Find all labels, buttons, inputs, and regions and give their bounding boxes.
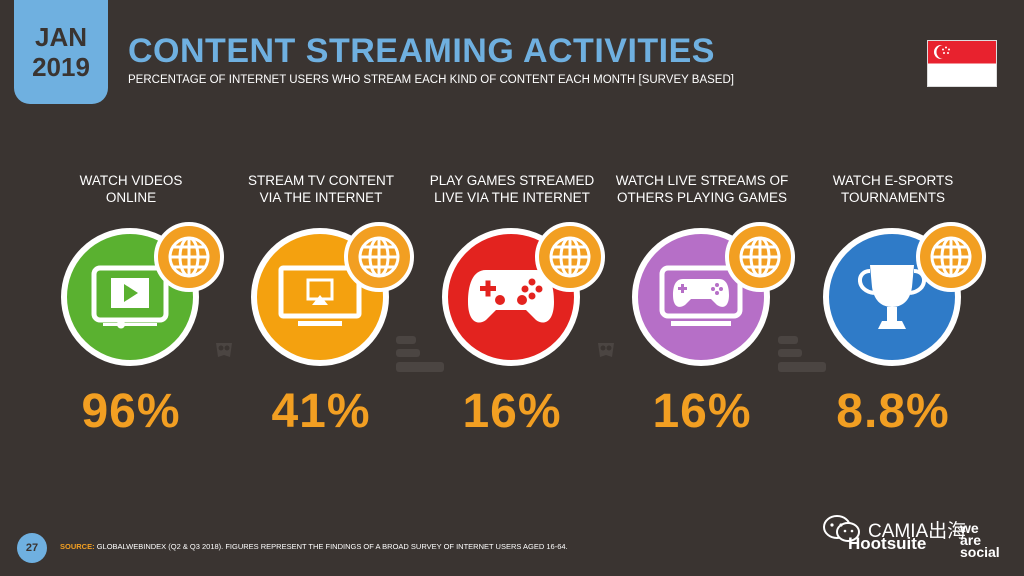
stat-graphic [798,222,988,378]
we-are-social-watermark-icon [778,336,826,372]
stat-value: 96% [81,385,181,438]
stat-label-line: WATCH LIVE STREAMS OF [615,173,789,188]
stat-graphic [607,222,797,378]
wechat-text: CAMIA出海 [868,520,967,542]
we-are-social-line: social [960,544,1000,560]
date-badge: JAN 2019 [14,0,108,104]
wechat-icon [823,515,860,542]
we-are-social-line: we [960,520,979,536]
globe-icon [344,222,414,292]
stat-label-line: LIVE VIA THE INTERNET [434,190,590,205]
stat-graphic [226,222,416,378]
source-label: SOURCE: [60,542,95,551]
source-note: SOURCE: GLOBALWEBINDEX (Q2 & Q3 2018). F… [60,542,568,551]
stat-label: WATCH LIVE STREAMS OF OTHERS PLAYING GAME… [607,172,797,206]
stat-column: WATCH E-SPORTS TOURNAMENTS 8.8% [798,172,988,438]
stat-label-line: TOURNAMENTS [840,190,945,205]
stat-column: PLAY GAMES STREAMED LIVE VIA THE INTERNET… [417,172,607,438]
we-are-social-logo: we are social [960,520,1000,560]
globe-icon [535,222,605,292]
stat-label-line: WATCH E-SPORTS [832,173,954,188]
globe-icon [725,222,795,292]
stat-label-line: PLAY GAMES STREAMED [429,173,595,188]
stat-column: WATCH VIDEOS ONLINE 96% [36,172,226,438]
stat-label: STREAM TV CONTENT VIA THE INTERNET [226,172,416,206]
badge-month: JAN [34,22,87,52]
stat-label: WATCH VIDEOS ONLINE [36,172,226,206]
we-are-social-watermark-icon [396,336,444,372]
gamepad-icon [442,228,580,366]
we-are-social-line: are [960,532,982,548]
stat-value: 41% [271,385,371,438]
globe-icon [154,222,224,292]
stat-label-line: ONLINE [105,190,157,205]
stat-label-line: WATCH VIDEOS [79,173,183,188]
stat-label-line: STREAM TV CONTENT [247,173,394,188]
stat-column: STREAM TV CONTENT VIA THE INTERNET 41% [226,172,416,438]
stat-value: 8.8% [836,385,950,438]
stat-value: 16% [652,385,752,438]
stat-label: PLAY GAMES STREAMED LIVE VIA THE INTERNET [417,172,607,206]
page-number: 27 [17,533,47,563]
stat-graphic [36,222,226,378]
wechat-badge: CAMIA出海 [822,514,966,544]
stat-value: 16% [462,385,562,438]
stat-label: WATCH E-SPORTS TOURNAMENTS [798,172,988,206]
page-title: CONTENT STREAMING ACTIVITIES [128,32,715,70]
hootsuite-logo: Hootsuite [848,534,927,553]
stat-label-line: VIA THE INTERNET [259,190,383,205]
badge-year: 2019 [32,52,90,82]
source-text: GLOBALWEBINDEX (Q2 & Q3 2018). FIGURES R… [96,542,568,551]
stat-label-line: OTHERS PLAYING GAMES [616,190,788,205]
page-subtitle: PERCENTAGE OF INTERNET USERS WHO STREAM … [128,74,734,86]
globe-icon [916,222,986,292]
owl-watermark-icon [216,343,232,357]
stat-graphic [417,222,607,378]
singapore-flag-icon [927,40,997,87]
owl-watermark-icon [598,343,614,357]
stat-column: WATCH LIVE STREAMS OF OTHERS PLAYING GAME… [607,172,797,438]
